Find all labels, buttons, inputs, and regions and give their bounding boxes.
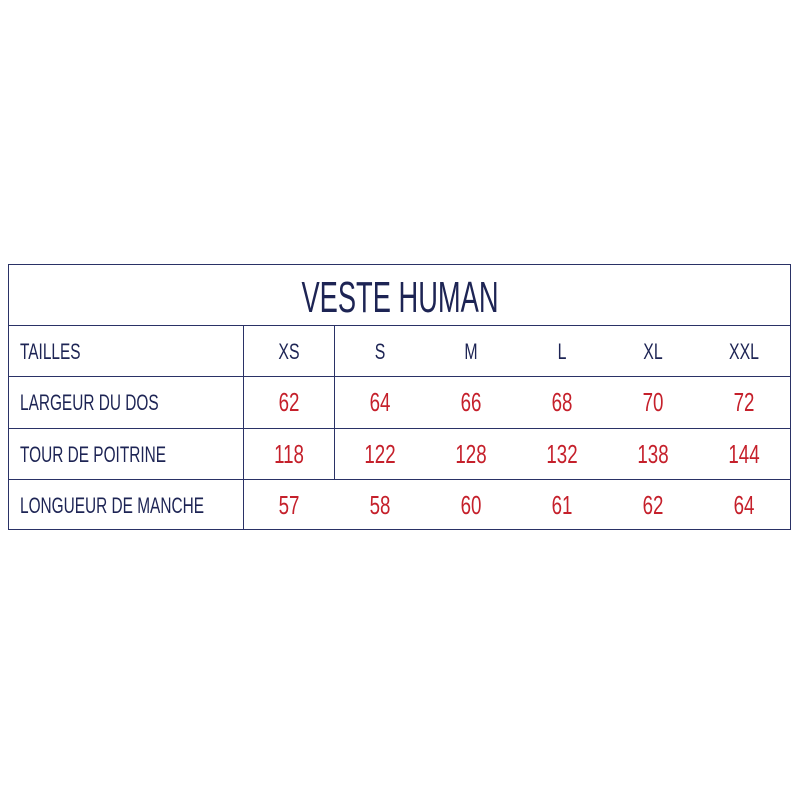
table-cell: 57 — [278, 490, 300, 520]
table-cell: 138 — [637, 439, 669, 469]
table-cell: 118 — [274, 439, 304, 469]
table-cell: 72 — [733, 387, 755, 417]
divider — [8, 325, 791, 326]
table-cell: 122 — [364, 439, 396, 469]
table-cell: 66 — [460, 387, 482, 417]
size-header: XS — [278, 339, 300, 364]
table-cell: 58 — [369, 490, 391, 520]
table-cell: 62 — [278, 387, 300, 417]
table-cell: 61 — [551, 490, 573, 520]
table-cell: 144 — [728, 439, 760, 469]
table-cell: 64 — [733, 490, 755, 520]
size-header: L — [557, 339, 567, 364]
table-cell: 70 — [642, 387, 664, 417]
row-label: LONGUEUR DE MANCHE — [20, 493, 204, 518]
size-header: M — [464, 339, 478, 364]
row-label: LARGEUR DU DOS — [20, 390, 159, 415]
size-header: S — [374, 339, 386, 364]
divider — [8, 428, 791, 429]
table-title: VESTE HUMAN — [301, 273, 499, 322]
header-label: TAILLES — [20, 339, 81, 364]
divider — [334, 325, 335, 479]
size-header: XL — [643, 339, 663, 364]
table-cell: 128 — [455, 439, 487, 469]
table-cell: 60 — [460, 490, 482, 520]
divider — [243, 325, 244, 530]
divider — [8, 479, 791, 480]
table-cell: 62 — [642, 490, 664, 520]
divider — [8, 376, 791, 377]
table-cell: 132 — [546, 439, 578, 469]
table-cell: 68 — [551, 387, 573, 417]
size-header: XXL — [729, 339, 759, 364]
size-table — [8, 264, 791, 530]
row-label: TOUR DE POITRINE — [20, 442, 167, 467]
table-cell: 64 — [369, 387, 391, 417]
